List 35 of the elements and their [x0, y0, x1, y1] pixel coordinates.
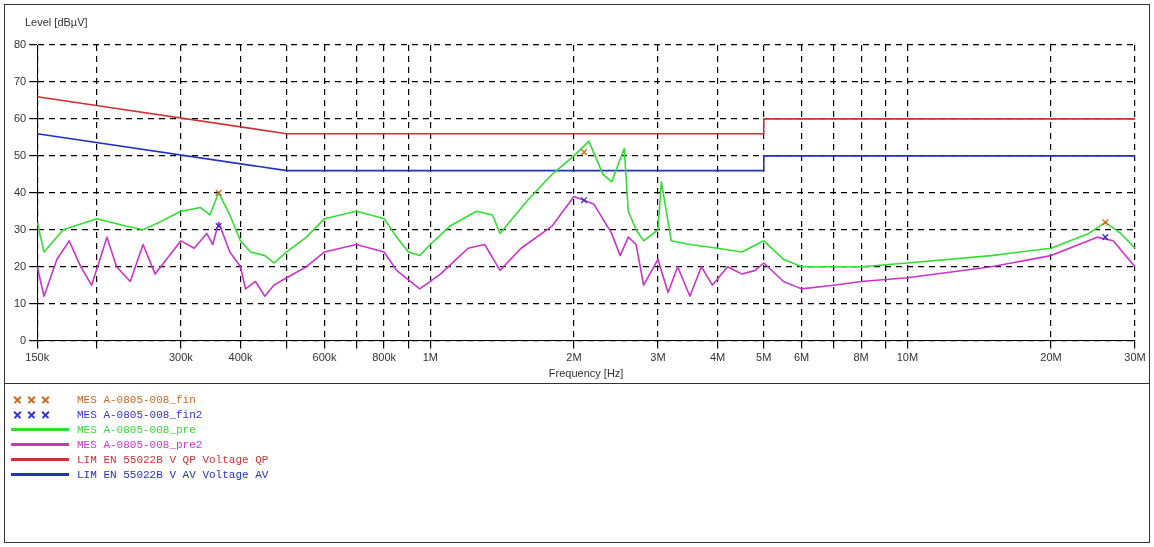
y-tick-label: 30 [13, 222, 27, 235]
y-tick-label: 40 [13, 185, 27, 198]
x-tick-label: 10M [896, 351, 919, 364]
text: MES A-0805-008_fin2 [77, 408, 203, 421]
x-tick-label: 800k [372, 351, 397, 364]
x-tick-label: 300k [168, 351, 194, 364]
text: MES A-0805-008_fin [77, 393, 196, 406]
point [215, 189, 223, 197]
point [1101, 233, 1109, 241]
x-tick-label: 600k [312, 351, 337, 364]
x-tick-label: 1M [422, 351, 438, 364]
y-tick-label: 60 [13, 111, 27, 124]
text: MES A-0805-008_pre2 [77, 438, 203, 451]
y-tick-label: 0 [20, 333, 27, 346]
x-tick-label: 3M [650, 351, 666, 364]
text: LIM EN 55022B V QP Voltage QP [77, 453, 269, 466]
text: MES A-0805-008_pre [77, 423, 196, 436]
y-tick-label: 50 [13, 148, 27, 161]
x-tick-label: 20M [1040, 351, 1062, 364]
x-tick-label: 2M [566, 351, 582, 364]
point [215, 222, 223, 230]
x-tick-label: 6M [793, 351, 810, 364]
x-axis-title: Frequency [Hz] [548, 367, 624, 380]
x-tick-label: 8M [853, 351, 869, 364]
y-tick-label: 70 [13, 74, 27, 87]
x-tick-label: 30M [1124, 351, 1146, 364]
x-tick-label: 4M [709, 351, 726, 364]
x-tick-label: 150k [25, 351, 50, 364]
y-axis-title: Level [dBµV] [25, 15, 88, 28]
x-tick-label: 5M [756, 351, 772, 364]
y-tick-label: 20 [13, 259, 27, 272]
x-tick-label: 400k [228, 351, 253, 364]
y-tick-label: 10 [13, 296, 27, 309]
text: LIM EN 55022B V AV Voltage AV [77, 468, 269, 481]
y-tick-label: 80 [13, 38, 27, 51]
